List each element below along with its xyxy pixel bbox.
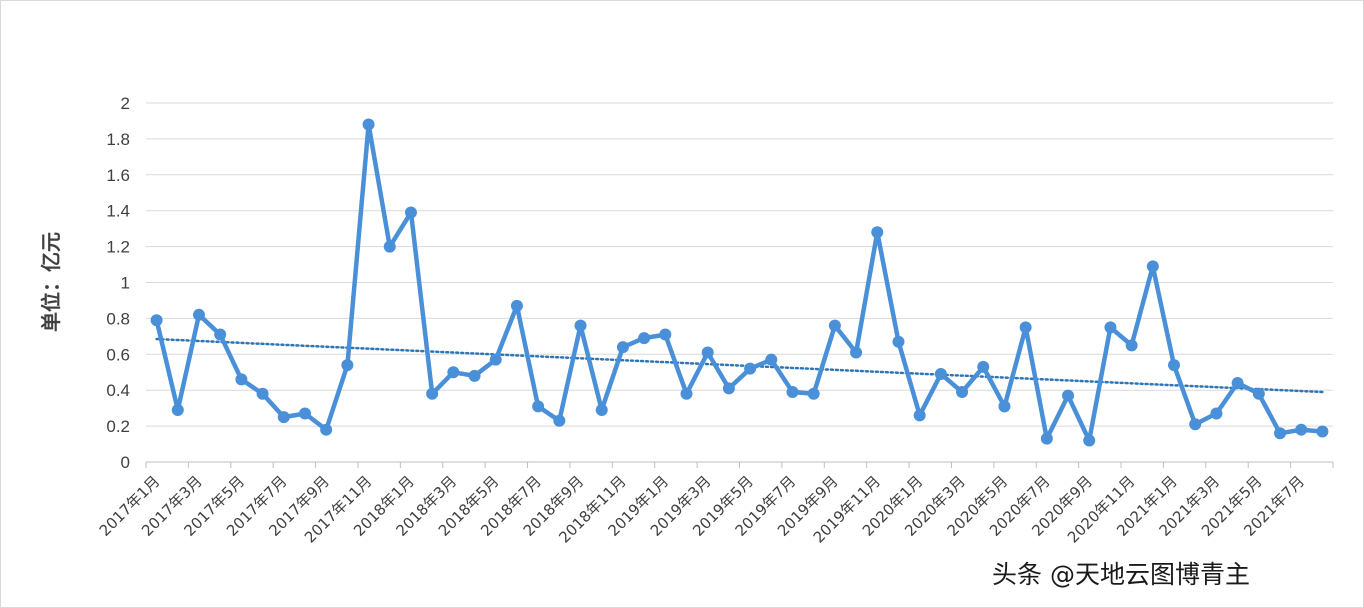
data-point	[871, 226, 884, 239]
x-axis-tick-labels: 2017年1月2017年3月2017年5月2017年7月2017年9月2017年…	[96, 472, 1308, 546]
data-point	[256, 387, 269, 400]
y-tick-label: 2	[121, 94, 130, 113]
data-point	[786, 385, 799, 398]
data-point	[447, 366, 460, 379]
data-point	[150, 314, 163, 327]
data-point	[553, 414, 566, 427]
x-axis	[145, 461, 1334, 468]
data-point	[934, 368, 947, 381]
data-point	[489, 353, 502, 366]
trendline	[155, 337, 1324, 394]
data-point	[1210, 407, 1223, 420]
data-point	[426, 387, 439, 400]
data-point	[850, 346, 863, 359]
data-point	[998, 400, 1011, 413]
data-point	[1062, 389, 1075, 402]
data-point	[214, 328, 227, 341]
data-point	[362, 118, 375, 131]
y-tick-label: 1.4	[106, 202, 130, 221]
data-point	[171, 403, 184, 416]
y-tick-label: 1	[121, 274, 130, 293]
data-point	[744, 362, 757, 375]
data-point	[320, 423, 333, 436]
data-point	[977, 360, 990, 373]
data-point	[722, 382, 735, 395]
data-point	[574, 319, 587, 332]
data-point	[892, 335, 905, 348]
data-series	[150, 118, 1329, 447]
y-tick-label: 0.2	[106, 417, 130, 436]
data-point	[659, 328, 672, 341]
data-point	[680, 387, 693, 400]
data-point	[235, 373, 248, 386]
trendline-line	[155, 337, 1324, 394]
y-tick-label: 0.6	[106, 345, 130, 364]
data-point	[1168, 359, 1181, 372]
gridlines	[146, 102, 1333, 427]
data-point	[828, 319, 841, 332]
y-tick-label: 1.6	[106, 166, 130, 185]
data-point	[1316, 425, 1329, 438]
y-axis-ticks: 0 0.2 0.4 0.6 0.8 1 1.2 1.4 1.6 1.8 2	[106, 94, 130, 472]
data-point	[1189, 418, 1202, 431]
data-point	[1274, 427, 1287, 440]
data-point	[765, 353, 778, 366]
data-point	[913, 409, 926, 422]
y-axis-label: 单位：亿元	[39, 232, 63, 332]
watermark-text: 头条 @天地云图博青主	[992, 560, 1250, 589]
data-point	[1104, 321, 1117, 334]
data-point	[616, 341, 629, 354]
data-point	[701, 346, 714, 359]
data-point	[341, 359, 354, 372]
data-point	[1146, 260, 1159, 273]
y-tick-label: 1.8	[106, 130, 130, 149]
data-point	[956, 385, 969, 398]
data-point	[807, 387, 820, 400]
data-point	[1019, 321, 1032, 334]
y-tick-label: 0.4	[106, 381, 130, 400]
data-point	[595, 403, 608, 416]
data-point	[510, 299, 523, 312]
data-point	[298, 407, 311, 420]
data-point	[404, 206, 417, 219]
data-point	[1231, 377, 1244, 390]
data-point	[1125, 339, 1138, 352]
data-point	[1252, 387, 1265, 400]
data-point	[192, 308, 205, 321]
data-point	[638, 332, 651, 345]
data-point	[383, 240, 396, 253]
y-tick-label: 1.2	[106, 238, 130, 257]
y-tick-label: 0	[121, 453, 130, 472]
data-point	[277, 411, 290, 424]
data-point	[532, 400, 545, 413]
y-tick-label: 0.8	[106, 309, 130, 328]
data-point	[1295, 423, 1308, 436]
data-point	[468, 369, 481, 382]
data-point	[1040, 432, 1053, 445]
data-point	[1083, 434, 1096, 447]
